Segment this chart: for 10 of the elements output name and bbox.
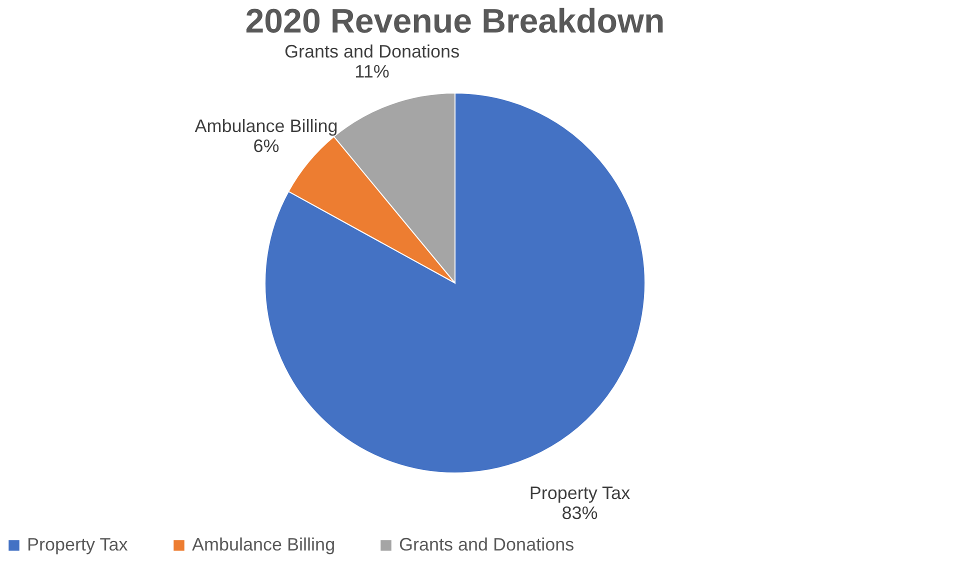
chart-title: 2020 Revenue Breakdown bbox=[245, 2, 665, 40]
data-label: 83% bbox=[562, 502, 598, 523]
data-label: 6% bbox=[253, 136, 280, 156]
legend-label: Property Tax bbox=[27, 534, 128, 554]
slice-label: Grants and Donations bbox=[284, 41, 460, 62]
legend-label: Ambulance Billing bbox=[192, 534, 336, 554]
slice-label: Ambulance Billing bbox=[194, 116, 338, 136]
legend-label: Grants and Donations bbox=[399, 534, 574, 554]
slice-label: Property Tax bbox=[529, 482, 630, 503]
data-label: 11% bbox=[354, 61, 390, 82]
